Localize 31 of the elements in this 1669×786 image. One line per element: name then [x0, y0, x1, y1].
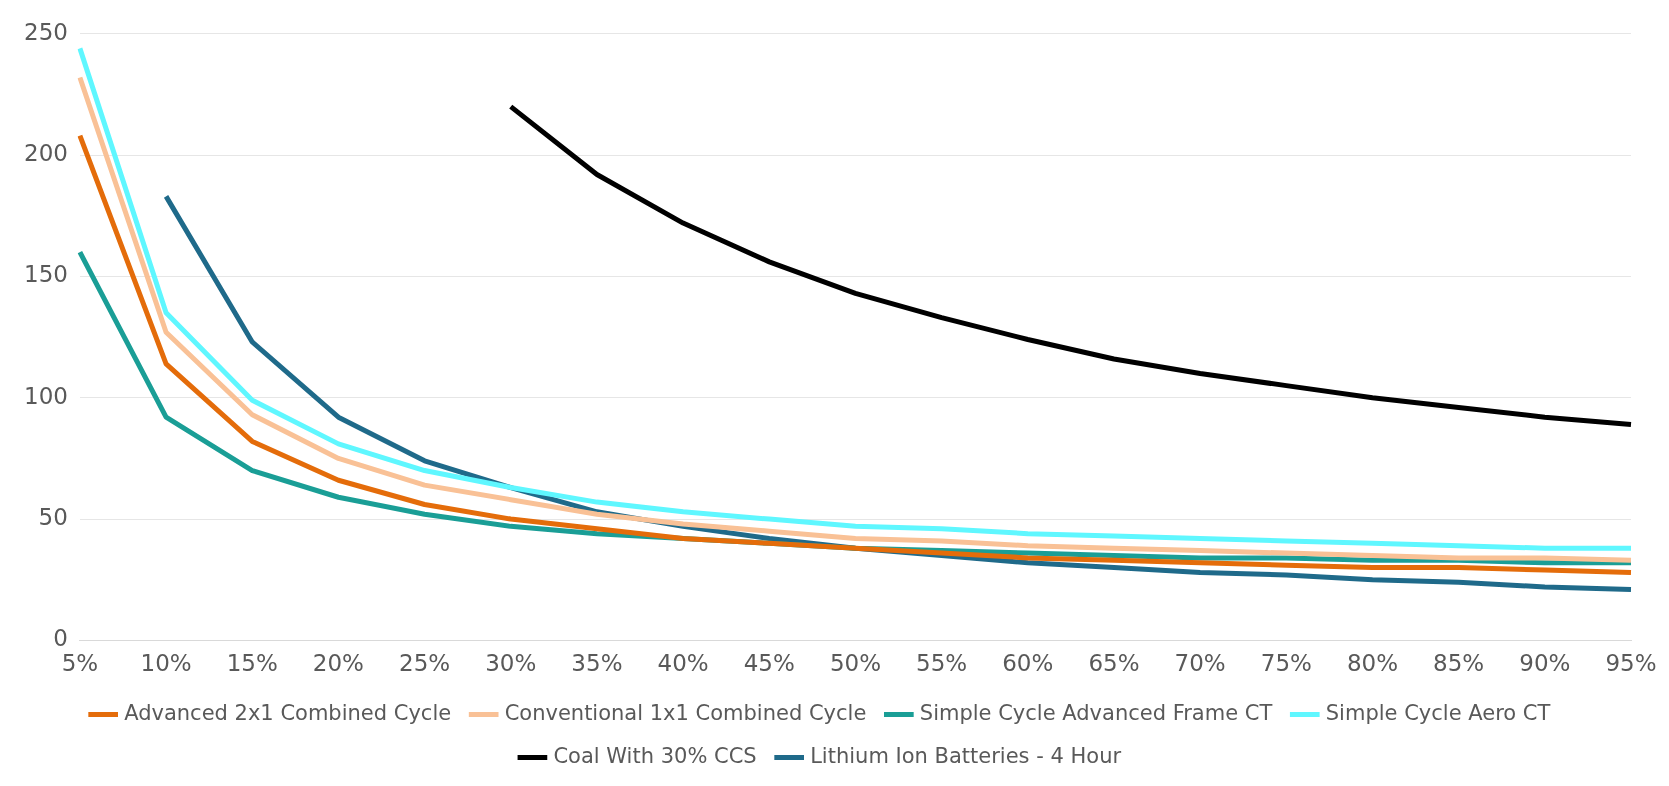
x-tick-label: 40% [657, 650, 709, 677]
y-tick-label: 50 [38, 504, 68, 531]
x-tick-label: 55% [916, 650, 968, 677]
legend-label: Simple Cycle Advanced Frame CT [919, 700, 1273, 725]
y-tick-label: 100 [23, 382, 68, 409]
x-tick-label: 5% [61, 650, 99, 677]
x-tick-label: 85% [1433, 650, 1485, 677]
x-tick-label: 45% [743, 650, 795, 677]
x-tick-label: 90% [1519, 650, 1571, 677]
x-tick-label: 35% [571, 650, 623, 677]
x-tick-label: 15% [226, 650, 278, 677]
y-tick-label: 250 [23, 18, 68, 45]
x-tick-label: 25% [399, 650, 451, 677]
x-tick-label: 60% [1002, 650, 1054, 677]
x-tick-label: 95% [1605, 650, 1657, 677]
x-tick-label: 75% [1260, 650, 1312, 677]
legend-label: Lithium Ion Batteries - 4 Hour [810, 743, 1122, 768]
y-tick-label: 150 [23, 261, 68, 288]
x-tick-label: 80% [1346, 650, 1399, 677]
y-tick-label: 200 [23, 140, 68, 167]
x-tick-label: 65% [1088, 650, 1140, 677]
legend-label: Conventional 1x1 Combined Cycle [504, 700, 867, 725]
x-tick-label: 70% [1174, 650, 1226, 677]
y-tick-label: 0 [53, 625, 68, 652]
legend-label: Advanced 2x1 Combined Cycle [124, 700, 452, 725]
x-tick-label: 20% [312, 650, 364, 677]
x-tick-label: 50% [829, 650, 882, 677]
legend-label: Simple Cycle Aero CT [1325, 700, 1551, 725]
x-tick-label: 30% [485, 650, 537, 677]
legend-label: Coal With 30% CCS [553, 743, 757, 768]
x-tick-label: 10% [140, 650, 192, 677]
